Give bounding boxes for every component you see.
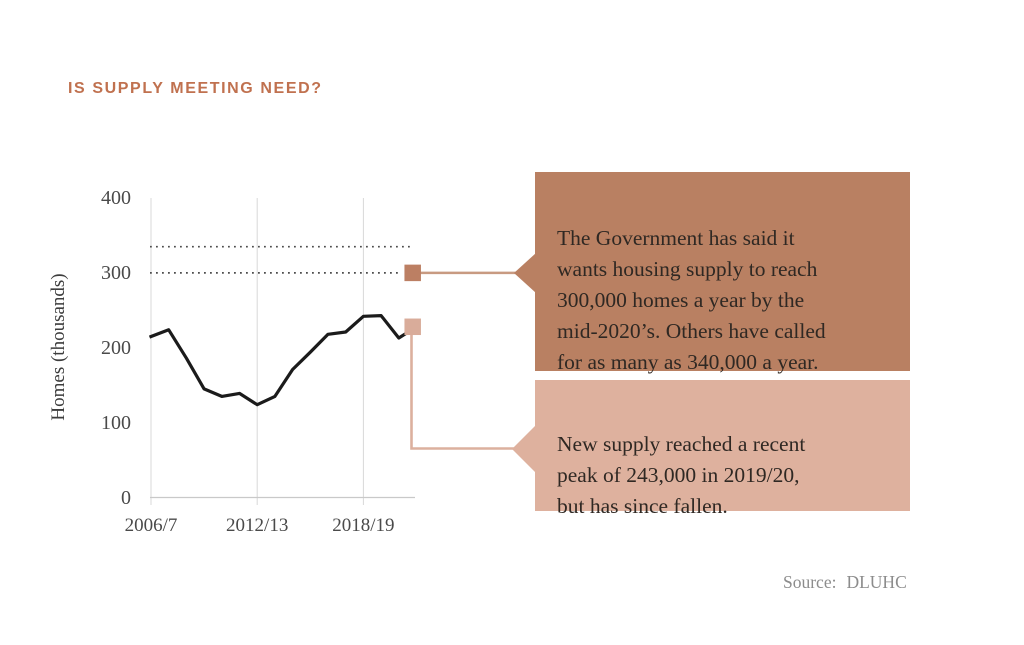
- supply-line: [148, 314, 419, 407]
- page-title: IS SUPPLY MEETING NEED?: [68, 80, 323, 97]
- x-tick-label: 2018/19: [332, 515, 395, 536]
- source-label: Source:: [783, 572, 837, 592]
- callout-government-target: The Government has said it wants housing…: [535, 172, 910, 374]
- y-tick-label: 400: [101, 187, 131, 209]
- callout-target-text: The Government has said it wants housing…: [557, 226, 826, 374]
- callout-supply-text: New supply reached a recent peak of 243,…: [557, 432, 806, 518]
- y-tick-label: 0: [121, 486, 131, 509]
- source-value: DLUHC: [846, 572, 907, 592]
- source-note: Source: DLUHC: [783, 572, 907, 593]
- latest-supply-marker: [404, 318, 421, 336]
- target-marker: [404, 264, 421, 282]
- supply-connector: [410, 334, 516, 450]
- y-axis-title: Homes (thousands): [48, 273, 69, 421]
- callout-supply-tail: [512, 425, 536, 473]
- x-tick-label: 2012/13: [226, 515, 289, 536]
- callout-target-tail: [514, 252, 536, 293]
- y-tick-label: 100: [101, 411, 131, 434]
- x-tick-label: 2006/7: [124, 515, 178, 536]
- y-tick-label: 200: [101, 336, 131, 359]
- callout-new-supply: New supply reached a recent peak of 243,…: [535, 380, 910, 518]
- y-tick-label: 300: [101, 261, 131, 284]
